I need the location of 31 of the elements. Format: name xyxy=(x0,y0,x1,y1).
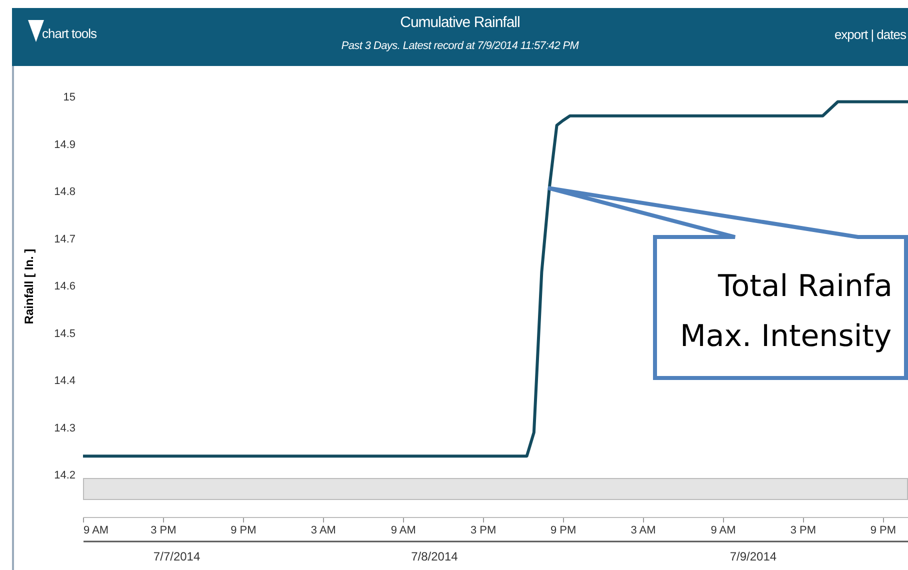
x-tick-label: 9 PM xyxy=(230,524,256,536)
x-tick-label: 3 AM xyxy=(630,524,656,536)
y-tick-label: 15 xyxy=(63,92,76,104)
x-tick-label: 9 AM xyxy=(710,524,736,536)
x-tick-label: 3 PM xyxy=(470,524,496,536)
x-tick-label: 3 PM xyxy=(790,524,816,536)
x-tick-label: 9 PM xyxy=(870,524,896,536)
text: export | dates xyxy=(834,27,906,42)
x-tick-label: 9 PM xyxy=(550,524,576,536)
y-tick-label: 14.2 xyxy=(54,470,76,482)
line-series xyxy=(82,100,908,458)
y-tick-label: 14.6 xyxy=(54,280,76,292)
x-tick-label: 9 AM xyxy=(84,524,109,536)
chart-title: Cumulative Rainfall xyxy=(400,14,520,31)
x-tick-label: 9 AM xyxy=(390,524,416,536)
x2-tick-label: 7/9/2014 xyxy=(730,550,777,564)
annotation: Max. Intensity xyxy=(680,319,892,354)
y-tick-label: 14.5 xyxy=(54,328,76,340)
y-tick-label: 14.9 xyxy=(54,138,76,151)
x-tick-label: 3 AM xyxy=(310,524,336,536)
x2-tick-label: 7/8/2014 xyxy=(411,550,458,564)
x-tick-label: 3 PM xyxy=(150,524,176,536)
y-axis-title: Rainfall [ In. ] xyxy=(22,248,36,324)
y-tick-label: 14.4 xyxy=(54,375,76,387)
x2-tick-label: 7/7/2014 xyxy=(153,550,200,564)
text: chart tools xyxy=(42,26,96,41)
chart-subtitle: Past 3 Days. Latest record at 7/9/2014 11:57:42 PM xyxy=(341,40,579,52)
annotation: Total Rainfa xyxy=(717,269,892,304)
y-tick-label: 14.7 xyxy=(54,233,76,246)
y-tick-label: 14.3 xyxy=(54,422,76,434)
y-tick-label: 14.8 xyxy=(54,186,76,198)
